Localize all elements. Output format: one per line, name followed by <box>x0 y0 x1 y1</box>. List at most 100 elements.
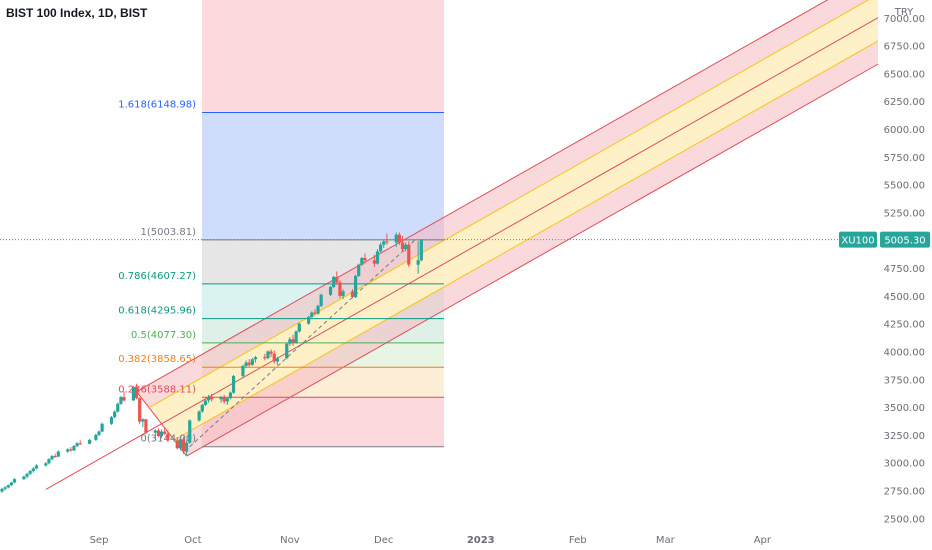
candle <box>141 419 145 422</box>
candle <box>200 404 204 412</box>
candle <box>244 362 248 366</box>
candle <box>163 431 167 434</box>
candle <box>44 463 48 466</box>
candle <box>313 312 317 314</box>
candle <box>9 482 13 486</box>
price-tick-label: 2750.00 <box>884 487 925 498</box>
candle <box>363 258 367 261</box>
candle <box>78 443 82 445</box>
fib-label-0.618: 0.618(4295.96) <box>118 306 196 317</box>
candle <box>47 459 51 464</box>
candle <box>407 244 411 265</box>
chart-title: BIST 100 Index, 1D, BIST <box>6 6 148 20</box>
price-tick-label: 6750.00 <box>884 42 925 53</box>
candle <box>156 430 161 437</box>
candle <box>185 442 189 452</box>
candle <box>12 479 17 483</box>
candle <box>272 353 276 362</box>
candle <box>350 291 355 297</box>
price-tick-label: 2500.00 <box>884 514 925 525</box>
fib-zone-top <box>202 0 444 113</box>
candle <box>203 400 207 405</box>
candle <box>88 439 92 444</box>
candle <box>72 446 76 451</box>
candle <box>197 411 201 421</box>
candle <box>404 244 408 250</box>
price-tick-label: 6500.00 <box>884 69 925 80</box>
candle <box>131 387 136 401</box>
pitchfork-tine-1 <box>186 62 881 457</box>
candle <box>100 423 104 432</box>
price-tick-label: 3000.00 <box>884 459 925 470</box>
candle <box>231 375 236 393</box>
candle <box>119 397 123 404</box>
candle <box>25 473 29 477</box>
candle <box>357 264 361 276</box>
candle <box>50 456 54 460</box>
candle <box>113 411 117 418</box>
candle <box>310 312 314 318</box>
candle <box>338 282 342 296</box>
fib-trend-line <box>189 239 416 448</box>
candle <box>263 357 267 359</box>
candle <box>288 339 292 344</box>
time-axis: Sep Oct Nov Dec 2023 Feb Mar Apr <box>0 525 932 550</box>
candle <box>379 244 383 252</box>
candle <box>109 417 114 424</box>
price-tick-label: 4250.00 <box>884 320 925 331</box>
candle <box>178 439 182 449</box>
candle <box>225 398 229 402</box>
pitchfork <box>45 0 881 490</box>
candle <box>122 397 126 401</box>
fib-label-0.382: 0.382(3858.65) <box>118 354 196 365</box>
price-tick-label: 3500.00 <box>884 403 925 414</box>
price-tick-label: 5250.00 <box>884 208 925 219</box>
currency-label: TRY <box>894 7 914 18</box>
candle <box>335 276 339 283</box>
price-tick-label: 5750.00 <box>884 153 925 164</box>
candle <box>3 487 7 489</box>
candle <box>397 234 401 243</box>
price-tick-label: 5500.00 <box>884 181 925 192</box>
candle <box>210 397 214 400</box>
pitchfork-tine-4 <box>173 39 881 441</box>
candle <box>353 275 358 297</box>
candle <box>319 294 323 306</box>
candle <box>316 305 320 314</box>
candle <box>228 392 233 399</box>
candle <box>166 433 170 441</box>
candle <box>253 357 258 360</box>
candle <box>34 465 39 469</box>
candle <box>307 317 311 324</box>
candle <box>28 471 32 474</box>
pitchfork-inner-band <box>149 0 880 440</box>
candle <box>159 431 164 437</box>
candle <box>22 476 26 480</box>
candle <box>97 431 101 435</box>
candle <box>206 397 211 401</box>
price-tick-label: 6250.00 <box>884 97 925 108</box>
candle <box>328 286 333 295</box>
candle <box>69 449 73 451</box>
candle <box>53 456 57 458</box>
price-axis-bg <box>878 0 932 550</box>
symbol-badge-label: XU100 <box>841 236 874 247</box>
candle <box>222 397 226 402</box>
candles <box>0 232 423 493</box>
time-tick-label: Apr <box>754 535 772 546</box>
candle <box>250 359 254 365</box>
candle <box>153 430 157 433</box>
price-badge: XU100 5005.30 <box>839 231 930 248</box>
candle <box>134 387 139 399</box>
price-tick-label: 4500.00 <box>884 292 925 303</box>
candle <box>297 323 301 332</box>
candle <box>116 403 120 412</box>
candle <box>332 276 336 287</box>
candle <box>372 260 376 264</box>
pitchfork-tine-3 <box>148 0 870 409</box>
pitchfork-handle <box>45 423 162 490</box>
time-axis-bg <box>0 525 932 550</box>
price-tick-label: 3750.00 <box>884 375 925 386</box>
candle <box>275 358 279 362</box>
candle <box>56 451 60 457</box>
